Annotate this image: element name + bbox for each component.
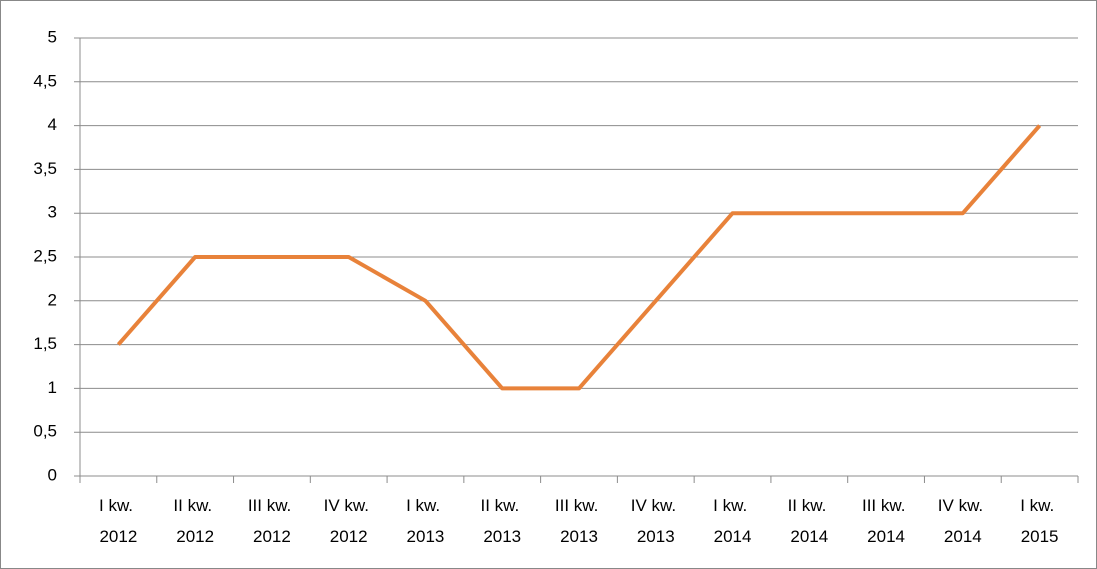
x-tick-label: I kw. 2013 (406, 496, 445, 546)
y-tick-label: 2,5 (33, 246, 57, 265)
x-tick-label: I kw. 2012 (99, 496, 138, 546)
x-tick-label: III kw. 2013 (555, 496, 603, 546)
x-tick-label: IV kw. 2012 (324, 496, 374, 546)
y-tick-label: 3 (48, 203, 57, 222)
line (116, 124, 1042, 391)
x-tick-label: II kw. 2014 (788, 496, 831, 546)
y-tick-label: 0 (48, 465, 57, 484)
y-tick-label: 1,5 (33, 334, 57, 353)
x-tick-label: II kw. 2012 (173, 496, 216, 546)
x-tick-label: II kw. 2013 (480, 496, 523, 546)
y-tick-label: 2 (48, 290, 57, 309)
y-tick-label: 4,5 (33, 71, 57, 90)
y-tick-label: 5 (48, 27, 57, 46)
y-tick-label: 3,5 (33, 159, 57, 178)
y-tick-label: 0,5 (33, 422, 57, 441)
x-tick-label: III kw. 2014 (862, 496, 910, 546)
x-tick-label: I kw. 2014 (713, 496, 752, 546)
x-tick-label: I kw. 2015 (1020, 496, 1059, 546)
y-tick-label: 4 (48, 115, 57, 134)
y-tick-label: 1 (48, 378, 57, 397)
x-tick-label: III kw. 2012 (248, 496, 296, 546)
x-tick-label: IV kw. 2014 (938, 496, 988, 546)
x-tick-label: IV kw. 2013 (631, 496, 681, 546)
